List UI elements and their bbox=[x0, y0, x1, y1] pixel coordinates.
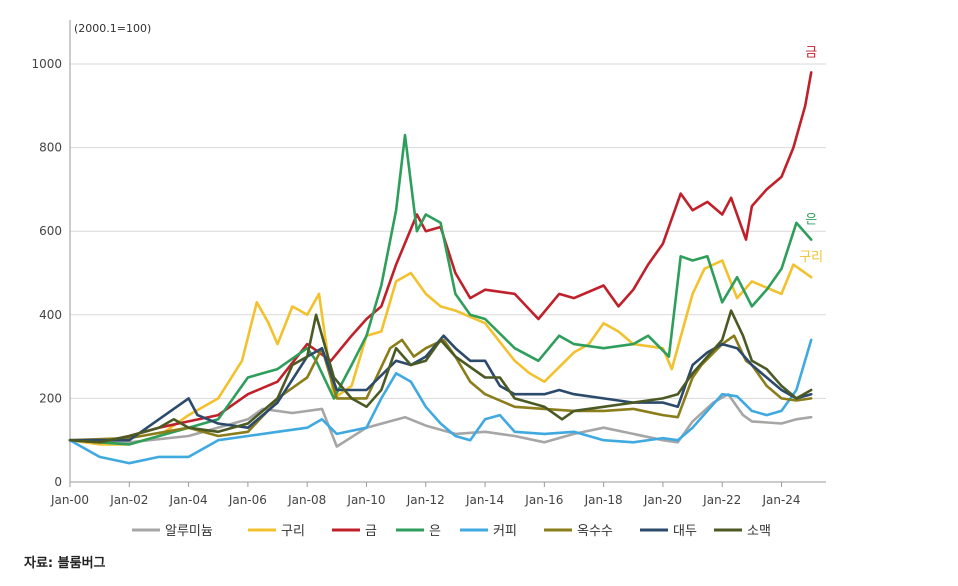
x-tick-label: Jan-18 bbox=[584, 493, 623, 507]
series-line-대두 bbox=[68, 334, 813, 442]
legend-label: 금 bbox=[365, 524, 377, 539]
legend-label: 알루미늄 bbox=[165, 524, 213, 539]
y-tick-label: 600 bbox=[39, 224, 62, 238]
x-tick-label: Jan-12 bbox=[406, 493, 445, 507]
legend-label: 은 bbox=[429, 524, 441, 539]
source-note: 자료: 블룸버그 bbox=[24, 556, 106, 571]
series-line-커피 bbox=[68, 338, 813, 465]
y-tick-label: 200 bbox=[39, 391, 62, 405]
y-tick-label: 800 bbox=[39, 141, 62, 155]
x-tick-label: Jan-14 bbox=[465, 493, 504, 507]
annotation-label: 금 bbox=[805, 45, 817, 60]
annotation-label: 구리 bbox=[799, 250, 823, 265]
x-tick-label: Jan-04 bbox=[169, 493, 208, 507]
legend-label: 구리 bbox=[281, 524, 305, 539]
y-tick-label: 400 bbox=[39, 308, 62, 322]
series-line-알루미늄 bbox=[68, 392, 813, 448]
x-tick-label: Jan-20 bbox=[643, 493, 682, 507]
series-line-금 bbox=[68, 71, 813, 444]
x-tick-label: Jan-22 bbox=[702, 493, 741, 507]
legend-label: 옥수수 bbox=[577, 524, 613, 539]
series-line-구리 bbox=[68, 259, 813, 446]
series-line-소맥 bbox=[68, 309, 813, 444]
x-tick-label: Jan-24 bbox=[761, 493, 800, 507]
x-tick-label: Jan-06 bbox=[228, 493, 267, 507]
x-tick-label: Jan-08 bbox=[287, 493, 326, 507]
y-tick-label: 1000 bbox=[31, 57, 62, 71]
legend-label: 소맥 bbox=[747, 524, 771, 539]
x-tick-label: Jan-02 bbox=[109, 493, 148, 507]
x-tick-label: Jan-10 bbox=[346, 493, 385, 507]
annotation-label: 은 bbox=[805, 213, 817, 228]
x-tick-label: Jan-00 bbox=[50, 493, 89, 507]
series-line-은 bbox=[68, 133, 813, 446]
legend-label: 대두 bbox=[673, 524, 697, 539]
unit-label: (2000.1=100) bbox=[74, 22, 151, 35]
x-tick-label: Jan-16 bbox=[524, 493, 563, 507]
legend-label: 커피 bbox=[493, 524, 517, 539]
y-tick-label: 0 bbox=[54, 475, 62, 489]
